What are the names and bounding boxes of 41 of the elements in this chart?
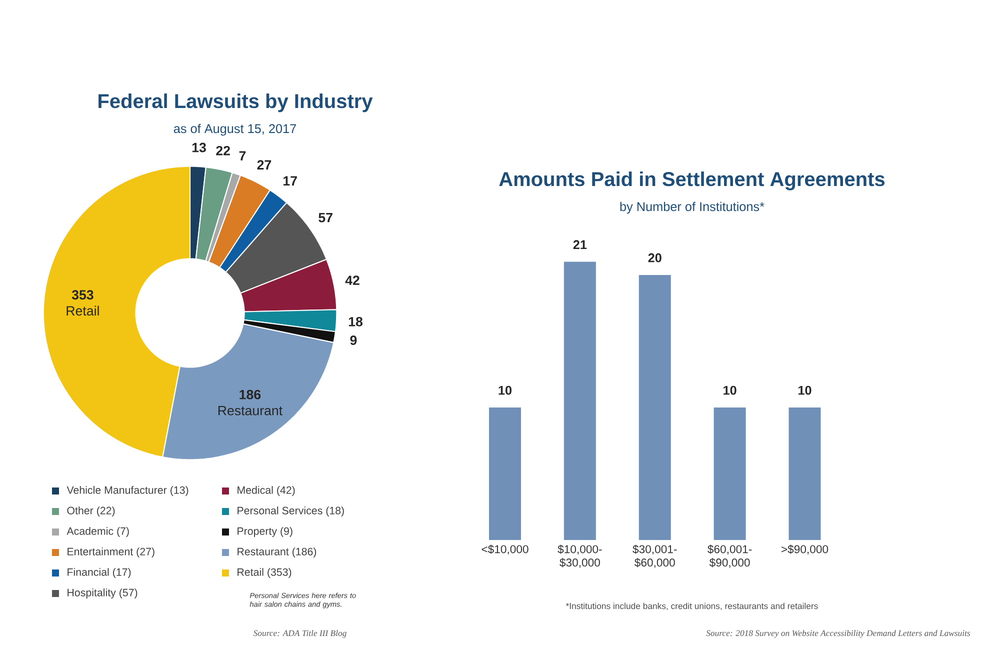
data-label: 10 [724, 386, 736, 395]
chart-title: Federal Lawsuits by Industry [98, 94, 373, 112]
legend-label: Financial (17) [68, 568, 131, 578]
chart-subtitle: by Number of Institutions* [620, 202, 764, 214]
legend-label: Property (9) [238, 527, 292, 537]
legend-label: Other (22) [67, 506, 115, 516]
data-label: 17 [284, 176, 297, 186]
data-label: 186 [240, 390, 261, 400]
x-tick-label: $30,001- $60,000 [632, 544, 677, 568]
text: Retail [66, 306, 99, 316]
data-label: 10 [498, 386, 512, 395]
x-tick-label: $10,000- $30,000 [558, 544, 602, 568]
data-label: 10 [798, 386, 812, 395]
source-note: Source: 2018 Survey on Website Accessibility Demand Letters and Lawsuits [706, 630, 970, 638]
data-label: 18 [348, 316, 363, 326]
x-tick-label: >$90,000 [782, 544, 828, 555]
x-tick-label: $60,001- $90,000 [708, 544, 752, 568]
legend-label: Entertainment (27) [68, 548, 154, 558]
data-label: 9 [350, 336, 357, 345]
legend-label: Medical (42) [238, 486, 295, 496]
chart-title: Amounts Paid in Settlement Agreements [499, 172, 885, 190]
text: Restaurant [218, 406, 282, 416]
legend-label: Personal Services (18) [238, 506, 344, 516]
data-label: 353 [72, 290, 94, 300]
data-label: 22 [216, 146, 230, 156]
source-note: Source: ADA Title III Blog [253, 630, 346, 638]
legend-label: Hospitality (57) [68, 588, 138, 598]
data-label: 21 [573, 240, 587, 250]
data-label: 20 [648, 253, 662, 262]
text: *Institutions include banks, credit unions, restaurants and retailers [566, 602, 818, 610]
legend-label: Vehicle Manufacturer (13) [66, 486, 188, 496]
data-label: 57 [318, 213, 332, 222]
chart-subtitle: as of August 15, 2017 [174, 124, 296, 136]
legend-label: Restaurant (186) [238, 548, 316, 558]
legend-label: Academic (7) [66, 527, 129, 537]
x-tick-label: <$10,000 [482, 544, 528, 555]
legend-label: Retail (353) [238, 568, 292, 578]
data-label: 42 [345, 276, 360, 285]
data-label: 13 [192, 142, 206, 152]
data-label: 7 [239, 151, 246, 160]
data-label: 27 [257, 160, 272, 170]
